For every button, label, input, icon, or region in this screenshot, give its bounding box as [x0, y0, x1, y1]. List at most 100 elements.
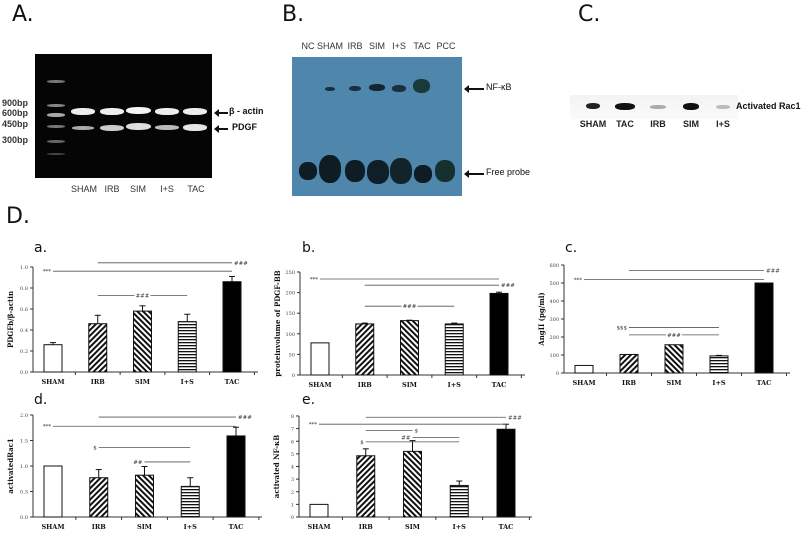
- lane-label: NC: [301, 41, 315, 51]
- free-probe-band: [345, 160, 365, 182]
- x-tick-label: TAC: [229, 523, 244, 531]
- band-label: Activated Rac1: [736, 101, 801, 111]
- bar-sim: [400, 320, 419, 376]
- nfkb-band: [349, 86, 361, 91]
- significance-label: ###: [501, 283, 515, 289]
- panel-label-a: A.: [12, 2, 34, 27]
- significance-label: ***: [574, 277, 583, 283]
- band-label: PDGF: [232, 122, 258, 132]
- label-gap: [134, 292, 151, 299]
- bar-tac: [489, 292, 509, 376]
- y-tick-label: 1.0: [20, 265, 28, 271]
- panel-label-b: B.: [282, 2, 305, 27]
- arrow-left-icon: [464, 85, 484, 93]
- free-probe-band: [319, 155, 341, 183]
- bar-i-s: [444, 323, 464, 376]
- y-tick-label: 0.6: [20, 307, 28, 313]
- bar-tac: [226, 435, 246, 518]
- emsa-gel-image: [292, 57, 462, 196]
- panel-label-d: D.: [6, 204, 30, 229]
- y-axis-label: PDGFb/β-actin: [6, 291, 15, 348]
- bar-sham: [309, 503, 329, 518]
- x-tick-label: IRB: [92, 523, 106, 531]
- lane-label: SHAM: [316, 41, 344, 51]
- x-tick-label: I+S: [453, 523, 466, 531]
- y-tick-label: 0.0: [20, 370, 28, 376]
- y-tick-label: 5: [291, 452, 294, 458]
- x-tick-label: TAC: [757, 379, 772, 387]
- chart-e-label: e.: [302, 392, 316, 408]
- western-blot-image: [570, 95, 738, 119]
- chart-d-label: d.: [34, 392, 48, 408]
- significance-label: ##: [401, 435, 411, 441]
- lane-label: SIM: [682, 119, 700, 129]
- pdgf-band: [126, 123, 151, 130]
- x-tick-label: SIM: [405, 523, 420, 531]
- ladder-band: [47, 113, 65, 117]
- lane-label: IRB: [347, 41, 363, 51]
- y-tick-label: 400: [549, 299, 559, 305]
- ladder-band: [47, 140, 65, 143]
- y-tick-label: 0.4: [20, 328, 28, 334]
- arrow-left-icon: [464, 170, 484, 178]
- y-tick-label: 250: [285, 270, 295, 276]
- bar-tac: [222, 281, 242, 373]
- y-tick-label: 0: [556, 371, 559, 377]
- free-probe-band: [414, 165, 432, 183]
- nfkb-band: [392, 85, 406, 92]
- significance-label: ###: [238, 415, 252, 421]
- y-tick-label: 1.0: [20, 464, 28, 470]
- y-tick-label: 300: [549, 317, 559, 323]
- y-tick-label: 3: [291, 477, 294, 483]
- x-tick-label: SHAM: [308, 381, 331, 389]
- lane-label: SHAM: [70, 184, 98, 194]
- chart-a-label: a.: [34, 240, 48, 256]
- x-tick-label: SHAM: [307, 523, 330, 531]
- arrow-left-icon: [214, 109, 228, 117]
- bar-irb: [89, 477, 109, 518]
- x-tick-label: SHAM: [572, 379, 595, 387]
- rac1-band: [586, 103, 600, 109]
- y-tick-label: 0.0: [20, 515, 28, 521]
- x-tick-label: IRB: [91, 378, 105, 386]
- bar-sim: [135, 474, 154, 518]
- lane-label: TAC: [413, 41, 431, 51]
- x-tick-label: SHAM: [41, 378, 64, 386]
- y-axis-label: proteinvolume of PDGF-BB: [273, 270, 282, 376]
- significance-label: ***: [309, 422, 318, 428]
- bar-sim: [133, 310, 152, 373]
- lane-label: PCC: [436, 41, 456, 51]
- x-tick-label: IRB: [358, 381, 372, 389]
- y-tick-label: 6: [291, 439, 294, 445]
- bar-i-s: [709, 355, 729, 374]
- y-axis-label: activated NF-κB: [272, 435, 281, 499]
- pdgf-band: [72, 126, 94, 130]
- y-tick-label: 1: [291, 502, 294, 508]
- y-tick-label: 1.5: [20, 439, 28, 445]
- label-gap: [401, 303, 418, 310]
- beta-actin-band: [126, 107, 151, 114]
- pdgf-band: [155, 125, 179, 130]
- x-tick-label: SIM: [402, 381, 417, 389]
- y-tick-label: 0.5: [20, 490, 28, 496]
- lane-label: SIM: [368, 41, 386, 51]
- y-tick-label: 2.0: [20, 413, 28, 419]
- significance-label: ###: [508, 415, 522, 421]
- rac1-band: [650, 105, 666, 109]
- arrow-left-icon: [214, 125, 228, 133]
- y-tick-label: 8: [291, 414, 294, 420]
- bar-i-s: [449, 484, 469, 518]
- x-tick-label: I+S: [184, 523, 197, 531]
- bar-irb: [619, 353, 639, 374]
- significance-label: $: [360, 440, 364, 446]
- x-tick-label: IRB: [622, 379, 636, 387]
- significance-label: $$$: [617, 325, 628, 331]
- marker-label: 600bp: [2, 108, 29, 118]
- lane-label: IRB: [650, 119, 666, 129]
- chart-b-label: b.: [302, 240, 316, 256]
- band-label: β - actin: [229, 106, 264, 116]
- x-tick-label: I+S: [712, 379, 725, 387]
- marker-label: 450bp: [2, 119, 29, 129]
- x-tick-label: I+S: [448, 381, 461, 389]
